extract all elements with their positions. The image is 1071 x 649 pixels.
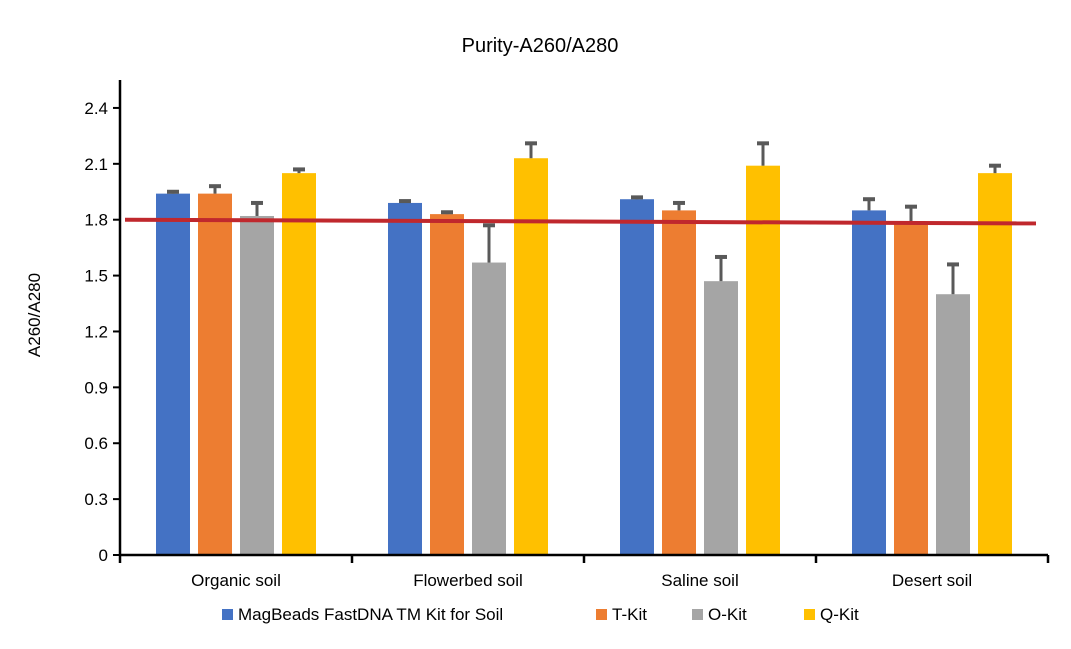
reference-line-layer: [124, 217, 1037, 226]
legend-swatch: [692, 609, 703, 620]
bar: [936, 294, 970, 555]
bar: [620, 199, 654, 555]
error-bars-layer: [167, 141, 1001, 295]
bar: [240, 215, 274, 555]
legend-label: Q-Kit: [820, 605, 859, 624]
y-tick-label: 0.6: [84, 434, 108, 453]
x-tick-label: Organic soil: [191, 571, 281, 590]
legend-label: MagBeads FastDNA TM Kit for Soil: [238, 605, 503, 624]
legend-swatch: [222, 609, 233, 620]
y-tick-label: 0: [99, 546, 108, 565]
x-tick-label: Flowerbed soil: [413, 571, 523, 590]
y-tick-label: 2.4: [84, 99, 108, 118]
y-tick-label: 2.1: [84, 155, 108, 174]
bar: [662, 210, 696, 555]
bars-layer: [156, 158, 1012, 556]
chart-title: Purity-A260/A280: [462, 35, 619, 57]
legend-label: T-Kit: [612, 605, 647, 624]
legend: MagBeads FastDNA TM Kit for Soil T-Kit O-K…: [222, 605, 859, 624]
x-tick-label: Desert soil: [892, 571, 972, 590]
bar: [388, 202, 422, 556]
bar: [852, 210, 886, 555]
y-tick-label: 0.9: [84, 378, 108, 397]
y-tick-label: 1.2: [84, 322, 108, 341]
bar: [978, 173, 1012, 555]
bar: [430, 214, 464, 555]
y-tick-label: 0.3: [84, 490, 108, 509]
bar: [156, 193, 190, 556]
legend-label: O-Kit: [708, 605, 747, 624]
y-tick-label: 1.5: [84, 267, 108, 286]
y-axis-label: A260/A280: [25, 273, 44, 357]
bar: [472, 262, 506, 555]
bar: [282, 173, 316, 555]
bar: [514, 158, 548, 555]
bar: [704, 281, 738, 555]
y-tick-label: 1.8: [84, 211, 108, 230]
bar: [894, 223, 928, 555]
legend-swatch: [596, 609, 607, 620]
x-tick-label: Saline soil: [661, 571, 739, 590]
reference-line: [124, 217, 1037, 226]
axes-layer: 0 0.3 0.6 0.9 1.2 1.5 1.8 2.1 2.4 Organic soil Flo…: [84, 80, 1050, 590]
legend-swatch: [804, 609, 815, 620]
bar: [198, 193, 232, 556]
bar: [746, 165, 780, 555]
